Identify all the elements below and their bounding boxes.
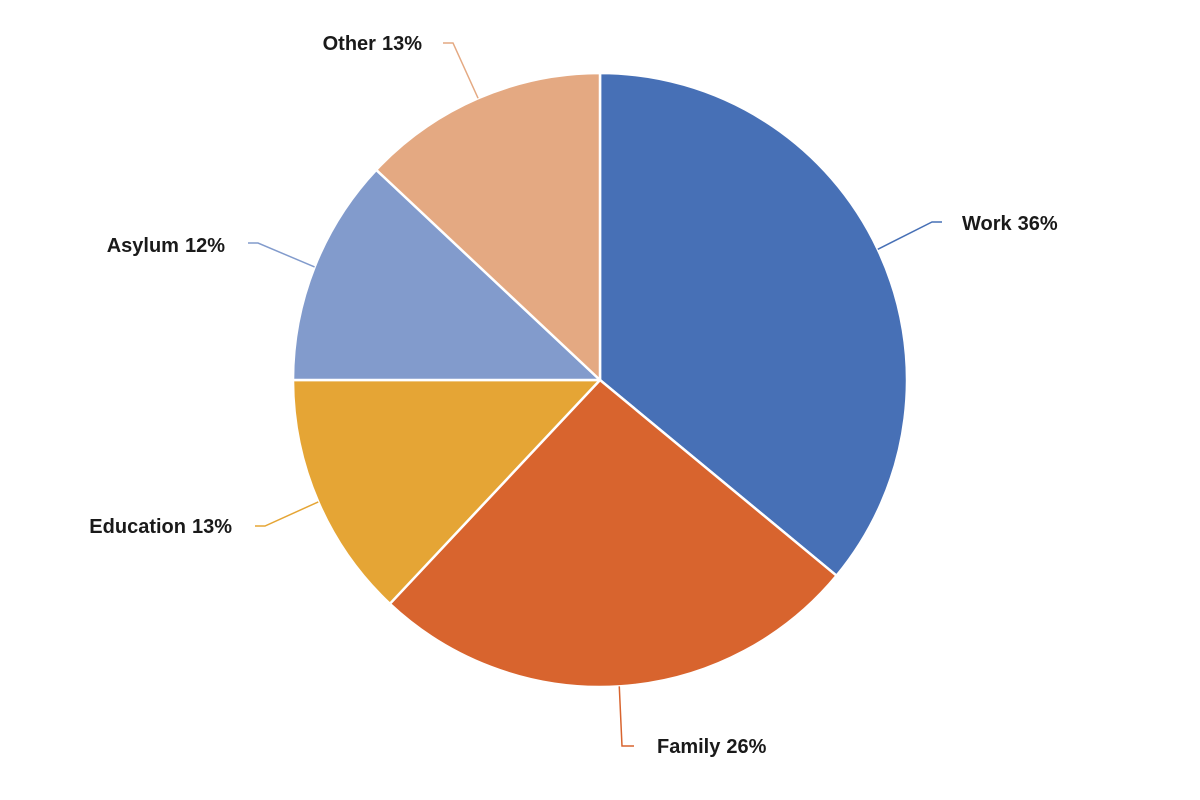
leader-line	[877, 221, 942, 250]
value-label: 12%	[185, 235, 225, 257]
leader-line	[255, 501, 319, 527]
value-label: 26%	[726, 736, 766, 758]
pie-slice	[291, 168, 602, 382]
category-label: Work	[962, 213, 1013, 235]
value-label: 36%	[1018, 213, 1058, 235]
category-label: Other	[323, 33, 377, 55]
leader-line	[248, 242, 315, 268]
data-label: Education 13%	[89, 516, 232, 538]
pie-slice	[374, 71, 602, 382]
data-label: Asylum 12%	[107, 235, 225, 257]
value-label: 13%	[192, 516, 232, 538]
category-label: Family	[657, 736, 721, 758]
data-label: Work 36%	[962, 213, 1058, 235]
data-label: Family 26%	[657, 736, 767, 758]
leader-line	[618, 686, 634, 747]
pie-slice	[291, 378, 602, 606]
category-label: Education	[89, 516, 186, 538]
pie-slice	[388, 378, 838, 689]
value-label: 13%	[382, 33, 422, 55]
data-label: Other 13%	[323, 33, 423, 55]
leader-line	[443, 42, 479, 99]
category-label: Asylum	[107, 235, 179, 257]
